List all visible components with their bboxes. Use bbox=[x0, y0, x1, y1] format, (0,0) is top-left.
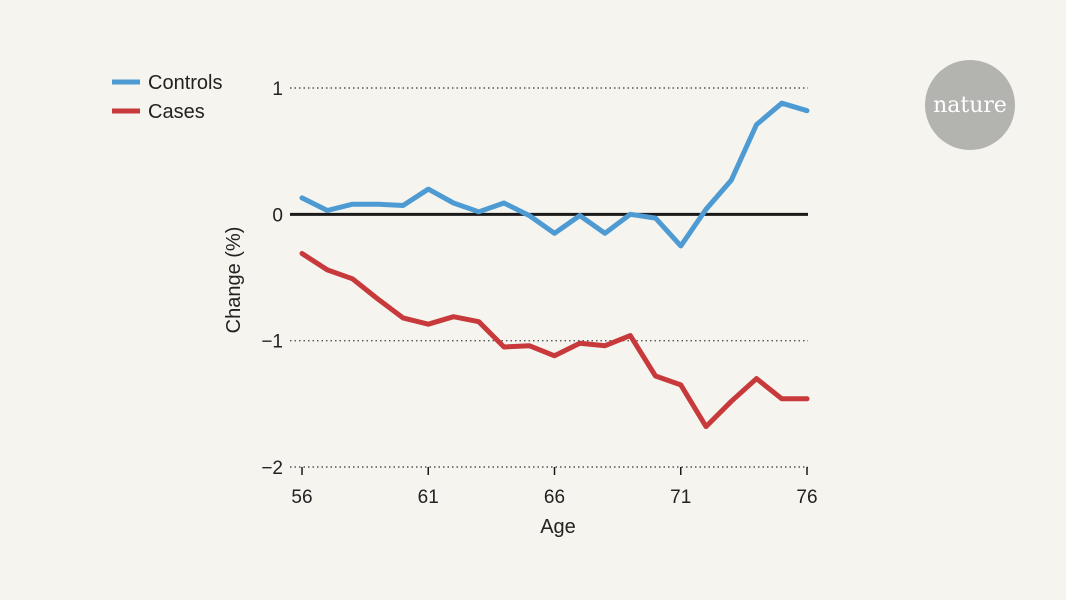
y-tick-label: 1 bbox=[272, 79, 283, 100]
series-line-controls bbox=[299, 100, 810, 249]
x-axis-title: Age bbox=[540, 516, 576, 538]
x-tick-label: 61 bbox=[418, 487, 439, 508]
grid-lines bbox=[290, 87, 808, 468]
x-tick-label: 56 bbox=[291, 487, 312, 508]
series-lines bbox=[299, 100, 810, 430]
series-line-cases bbox=[299, 251, 810, 430]
nature-logo-badge bbox=[925, 60, 1015, 150]
x-tick-label: 66 bbox=[544, 487, 565, 508]
nature-logo: nature bbox=[925, 60, 1015, 150]
nature-logo-text: nature bbox=[933, 93, 1007, 118]
legend-label-controls: Controls bbox=[148, 72, 222, 94]
x-tick-label: 71 bbox=[670, 487, 691, 508]
y-tick-label: −2 bbox=[261, 458, 283, 479]
x-axis: 1 0 −1 −2 56 61 66 71 76 bbox=[261, 79, 817, 508]
x-tick-label: 76 bbox=[796, 487, 817, 508]
legend: Controls Cases bbox=[112, 72, 222, 123]
y-axis-title: Change (%) bbox=[223, 227, 245, 334]
y-tick-label: 0 bbox=[272, 205, 283, 226]
y-tick-label: −1 bbox=[261, 332, 283, 353]
legend-label-cases: Cases bbox=[148, 101, 205, 123]
